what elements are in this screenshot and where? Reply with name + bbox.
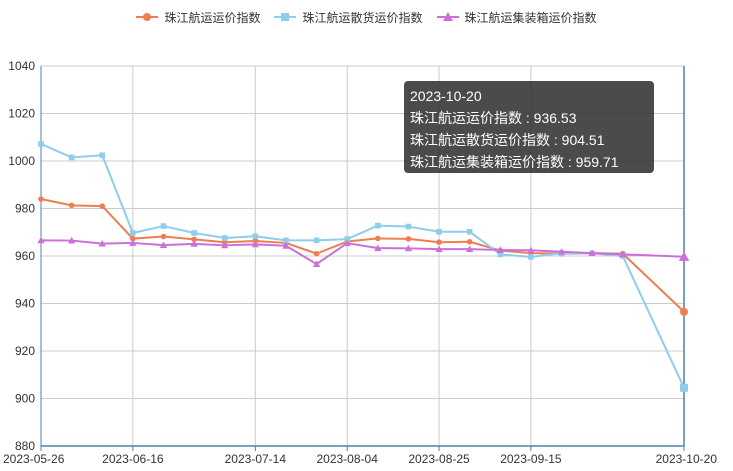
data-point[interactable]: [67, 236, 76, 244]
data-point[interactable]: [436, 239, 442, 246]
data-point[interactable]: [375, 235, 381, 242]
tooltip-date: 2023-10-20: [410, 88, 482, 104]
legend-label: 珠江航运运价指数: [164, 10, 261, 25]
x-tick-label: 2023-10-20: [656, 452, 718, 466]
data-point[interactable]: [251, 240, 259, 248]
legend-label: 珠江航运集装箱运价指数: [464, 10, 597, 25]
triangle-line-icon: [436, 12, 459, 21]
data-point[interactable]: [344, 236, 350, 242]
data-point[interactable]: [98, 240, 106, 247]
tooltip-line-series-1: 珠江航运运价指数 : 936.53: [410, 110, 577, 126]
x-tick-label: 2023-09-15: [500, 452, 562, 466]
data-point[interactable]: [38, 196, 44, 202]
x-tick-label: 2023-06-16: [102, 452, 164, 466]
series-line-1: [40, 198, 685, 313]
data-point[interactable]: [129, 239, 137, 246]
data-point[interactable]: [313, 237, 320, 244]
data-point[interactable]: [283, 237, 289, 244]
data-point[interactable]: [466, 228, 473, 235]
data-point[interactable]: [588, 249, 596, 257]
data-point[interactable]: [680, 307, 688, 316]
data-point[interactable]: [191, 236, 197, 243]
y-tick-label: 1040: [8, 59, 35, 73]
y-tick-label: 960: [15, 249, 35, 263]
y-tick-label: 880: [15, 439, 35, 453]
square-line-icon: [274, 13, 297, 21]
tooltip-line-series-2: 珠江航运散货运价指数 : 904.51: [410, 132, 605, 148]
data-tooltip: 2023-10-20 珠江航运运价指数 : 936.53 珠江航运散货运价指数 …: [404, 81, 654, 173]
data-point[interactable]: [375, 222, 381, 229]
data-point[interactable]: [343, 239, 351, 247]
data-point[interactable]: [374, 244, 382, 252]
data-point[interactable]: [405, 236, 412, 242]
data-point[interactable]: [99, 203, 106, 209]
series-line-3: [40, 239, 685, 266]
data-point[interactable]: [160, 223, 167, 229]
data-point[interactable]: [313, 250, 320, 257]
data-point[interactable]: [404, 244, 413, 252]
data-point[interactable]: [130, 235, 136, 242]
data-point[interactable]: [38, 141, 44, 147]
data-point[interactable]: [466, 238, 473, 245]
legend-item-series-3[interactable]: 珠江航运集装箱运价指数: [436, 7, 597, 27]
data-point[interactable]: [221, 235, 228, 241]
data-point[interactable]: [160, 233, 167, 240]
legend-item-series-1[interactable]: 珠江航运运价指数: [136, 7, 260, 27]
data-point[interactable]: [678, 251, 690, 261]
data-point[interactable]: [159, 241, 168, 248]
legend-item-series-2[interactable]: 珠江航运散货运价指数: [274, 7, 423, 27]
data-point[interactable]: [191, 230, 197, 236]
data-point[interactable]: [252, 233, 259, 240]
x-tick-label: 2023-08-25: [408, 452, 470, 466]
data-point[interactable]: [680, 383, 688, 392]
data-point[interactable]: [68, 202, 75, 209]
data-point[interactable]: [99, 152, 106, 159]
circle-line-icon: [136, 13, 159, 21]
y-tick-label: 900: [15, 392, 35, 406]
data-point[interactable]: [527, 246, 535, 254]
data-point[interactable]: [435, 245, 443, 253]
data-point[interactable]: [436, 228, 442, 235]
data-point[interactable]: [68, 154, 75, 161]
tooltip-line-series-3: 珠江航运集装箱运价指数 : 959.71: [410, 154, 619, 170]
data-point[interactable]: [528, 254, 534, 260]
data-point[interactable]: [312, 260, 321, 267]
data-point[interactable]: [466, 245, 474, 253]
data-point[interactable]: [557, 248, 566, 255]
y-tick-label: 920: [15, 344, 35, 358]
y-tick-label: 980: [15, 202, 35, 216]
data-point[interactable]: [190, 240, 198, 247]
legend-label: 珠江航运散货运价指数: [302, 10, 423, 25]
y-tick-label: 1020: [8, 107, 35, 121]
data-point[interactable]: [619, 250, 627, 258]
data-point[interactable]: [37, 236, 45, 244]
data-point[interactable]: [221, 241, 229, 249]
x-tick-label: 2023-05-26: [3, 452, 65, 466]
data-point[interactable]: [130, 230, 136, 236]
x-tick-label: 2023-08-04: [316, 452, 378, 466]
chart-legend: 珠江航运运价指数 珠江航运散货运价指数 珠江航运集装箱运价指数: [0, 7, 733, 27]
data-point[interactable]: [405, 223, 412, 230]
y-tick-label: 1000: [8, 154, 35, 168]
y-tick-label: 940: [15, 297, 35, 311]
data-point[interactable]: [496, 246, 504, 253]
x-tick-label: 2023-07-14: [225, 452, 287, 466]
data-point[interactable]: [282, 242, 290, 249]
data-point[interactable]: [497, 251, 504, 258]
